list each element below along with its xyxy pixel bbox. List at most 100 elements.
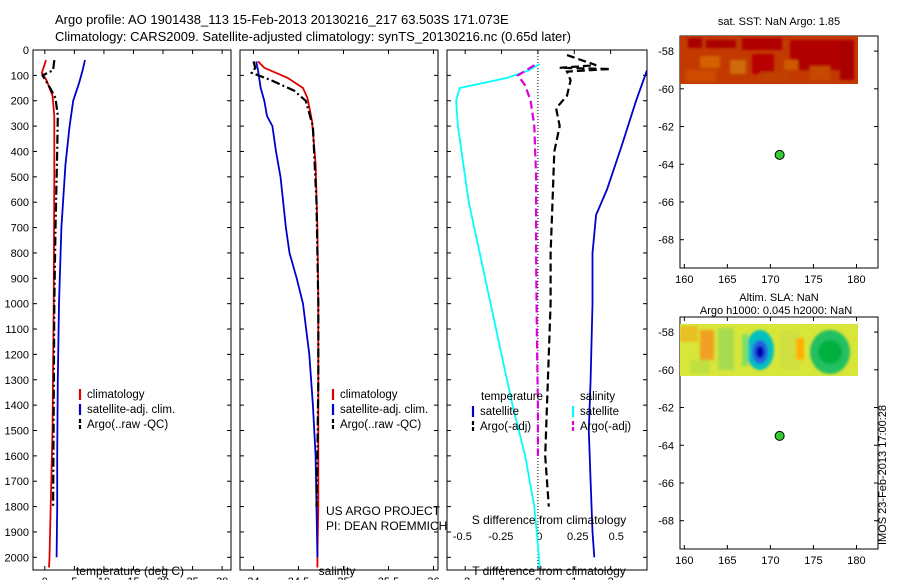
depth-tick-label: 500 <box>11 172 29 184</box>
depth-tick-label: 1600 <box>5 451 29 463</box>
sst-map-x-tick-label: 165 <box>718 274 736 286</box>
sst-map-x-tick-label: 180 <box>847 274 865 286</box>
legend-layer: climatology satellite-adj. clim. Argo(..ra… <box>78 389 631 433</box>
difference-x-label: T difference from climatology <box>472 564 626 578</box>
depth-tick-label: 1000 <box>5 299 29 311</box>
depth-tick-label: 400 <box>11 146 29 158</box>
depth-tick-label: 200 <box>11 96 29 108</box>
depth-tick-label: 1700 <box>5 476 29 488</box>
sst-heatmap <box>680 36 858 84</box>
sst-map-title: sat. SST: NaN Argo: 1.85 <box>718 16 840 28</box>
series-layer <box>40 54 785 568</box>
depth-tick-label: 2000 <box>5 552 29 564</box>
legend-entry-label: Argo(..raw -QC) <box>340 419 421 431</box>
sst-argo-position-marker <box>774 149 785 160</box>
x-tick-label: 2 <box>608 576 614 580</box>
x-tick-label: 0 <box>42 576 48 580</box>
x-tick-label: 0 <box>535 576 541 580</box>
x-tick-label: 36 <box>427 576 439 580</box>
x-tick-label: 34 <box>247 576 259 580</box>
depth-tick-label: 0 <box>23 45 29 57</box>
sla-map-x-tick-label: 165 <box>718 555 736 567</box>
sst-map-y-tick-label: -62 <box>658 122 674 134</box>
x-tick-label: 20 <box>157 576 169 580</box>
s-tick-label: 0.25 <box>567 531 588 543</box>
depth-tick-label: 1300 <box>5 375 29 387</box>
depth-tick-label: 1500 <box>5 425 29 437</box>
sla-map-x-tick-label: 170 <box>761 555 779 567</box>
s-tick-label: -0.25 <box>488 531 513 543</box>
series-line-satellite-adj-clim- <box>55 59 86 558</box>
s-tick-label: -0.5 <box>453 531 472 543</box>
x-tick-label: 25 <box>186 576 198 580</box>
series-line-argo-raw-qc- <box>249 61 320 507</box>
legend-entry-label: Argo(-adj) <box>480 421 531 433</box>
x-tick-label: 10 <box>98 576 110 580</box>
sla-map-y-tick-label: -64 <box>658 440 674 452</box>
axes-layer: 0100200300400500600700800900100011001200… <box>5 36 878 580</box>
depth-tick-label: 1900 <box>5 527 29 539</box>
figure-subtitle: Climatology: CARS2009. Satellite-adjuste… <box>55 29 571 44</box>
depth-tick-label: 100 <box>11 70 29 82</box>
legend-entry-label: satellite <box>580 406 619 418</box>
series-line-satellite-adj-clim- <box>255 61 319 558</box>
x-tick-label: 35 <box>337 576 349 580</box>
timestamp-stamp: IMOS 23-Feb-2013 17:00:28 <box>877 405 889 545</box>
series-line-temperature-argo-adj- <box>544 54 611 507</box>
sst-map-x-tick-label: 170 <box>761 274 779 286</box>
sla-map-y-tick-label: -66 <box>658 478 674 490</box>
sla-map-title: Altim. SLA: NaN <box>739 292 819 304</box>
series-line-salinity-argo-adj- <box>516 64 539 456</box>
depth-tick-label: 1800 <box>5 502 29 514</box>
sla-map-subtitle: Argo h1000: 0.045 h2000: NaN <box>700 305 852 317</box>
legend-entry-label: climatology <box>87 389 145 401</box>
sla-argo-position-marker <box>774 430 785 441</box>
sla-heatmap <box>680 324 858 376</box>
legend-entry-label: satellite-adj. clim. <box>340 404 428 416</box>
legend-heading-temperature: temperature <box>481 391 543 403</box>
x-tick-label: 1 <box>571 576 577 580</box>
legend-entry-label: satellite <box>480 406 519 418</box>
sla-map-x-tick-label: 180 <box>847 555 865 567</box>
x-tick-label: 5 <box>71 576 77 580</box>
sla-map-y-tick-label: -62 <box>658 403 674 415</box>
depth-tick-label: 1200 <box>5 349 29 361</box>
s-tick-label: 0 <box>536 531 542 543</box>
depth-tick-label: 1100 <box>5 324 29 336</box>
sla-map-y-tick-label: -60 <box>658 365 674 377</box>
sst-map-y-tick-label: -60 <box>658 84 674 96</box>
legend-entry-label: Argo(-adj) <box>580 421 631 433</box>
pi-annotation: PI: DEAN ROEMMICH <box>326 519 447 533</box>
sla-map-x-tick-label: 160 <box>675 555 693 567</box>
sst-map-x-tick-label: 160 <box>675 274 693 286</box>
series-line-argo-raw-qc- <box>40 59 59 507</box>
temperature-x-label: temperature (deg C) <box>76 564 184 578</box>
depth-tick-label: 1400 <box>5 400 29 412</box>
depth-tick-label: 800 <box>11 248 29 260</box>
project-annotation: US ARGO PROJECT <box>326 504 441 518</box>
series-line-temperature-satellite <box>587 69 647 558</box>
temperature-plot-frame <box>32 49 232 571</box>
x-tick-label: 15 <box>127 576 139 580</box>
x-tick-label: 35.5 <box>378 576 399 580</box>
depth-tick-label: 600 <box>11 197 29 209</box>
sst-map-y-tick-label: -58 <box>658 46 674 58</box>
sst-map-x-tick-label: 175 <box>804 274 822 286</box>
legend-entry-label: climatology <box>340 389 398 401</box>
depth-tick-label: 300 <box>11 121 29 133</box>
legend-entry-label: satellite-adj. clim. <box>87 404 175 416</box>
x-tick-label: 34.5 <box>288 576 309 580</box>
depth-tick-label: 700 <box>11 223 29 235</box>
depth-tick-label: 900 <box>11 273 29 285</box>
sla-map-y-tick-label: -58 <box>658 327 674 339</box>
legend-entry-label: Argo(..raw -QC) <box>87 419 168 431</box>
x-tick-label: 30 <box>216 576 228 580</box>
difference-top-label: S difference from climatology <box>472 513 627 527</box>
sst-map-y-tick-label: -66 <box>658 197 674 209</box>
sla-map-x-tick-label: 175 <box>804 555 822 567</box>
sla-map-y-tick-label: -68 <box>658 516 674 528</box>
legend-heading-salinity: salinity <box>580 391 615 403</box>
x-tick-label: -1 <box>497 576 507 580</box>
salinity-x-label: salinity <box>319 564 356 578</box>
